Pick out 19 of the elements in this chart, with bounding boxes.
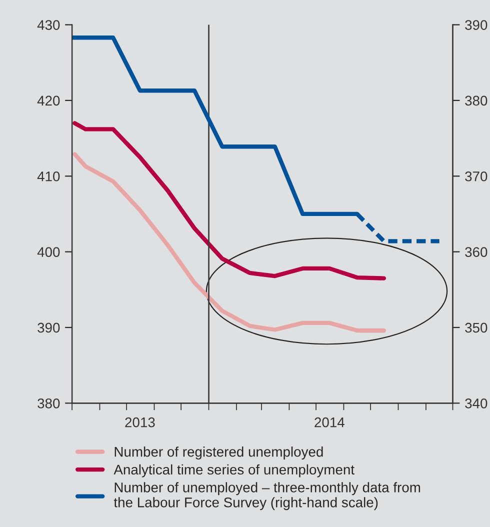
line-series bbox=[72, 152, 386, 333]
y2-tick-label: 370 bbox=[465, 171, 488, 182]
y2-tick-label: 390 bbox=[465, 20, 488, 30]
y2-tick-label: 340 bbox=[465, 398, 488, 408]
x-tick-label: 2013 bbox=[125, 417, 155, 428]
x-tick-label: 2014 bbox=[314, 417, 344, 428]
line-series bbox=[72, 121, 386, 280]
y2-tick-label: 360 bbox=[465, 247, 488, 257]
y-tick-label: 390 bbox=[38, 322, 60, 333]
legend-label: Number of unemployed – three-monthly data from the Labour Force Survey (right-hand scale) bbox=[114, 482, 420, 510]
legend-label: Analytical time series of unemployment bbox=[114, 464, 354, 478]
y-tick-label: 380 bbox=[38, 398, 60, 408]
legend-label: Number of registered unemployed bbox=[114, 446, 323, 460]
y2-tick-label: 350 bbox=[465, 322, 488, 333]
y2-tick-label: 380 bbox=[465, 96, 488, 106]
y-tick-label: 430 bbox=[37, 20, 60, 30]
y-tick-label: 400 bbox=[37, 247, 60, 257]
y-tick-label: 420 bbox=[37, 96, 60, 106]
y-tick-label: 410 bbox=[37, 171, 60, 182]
